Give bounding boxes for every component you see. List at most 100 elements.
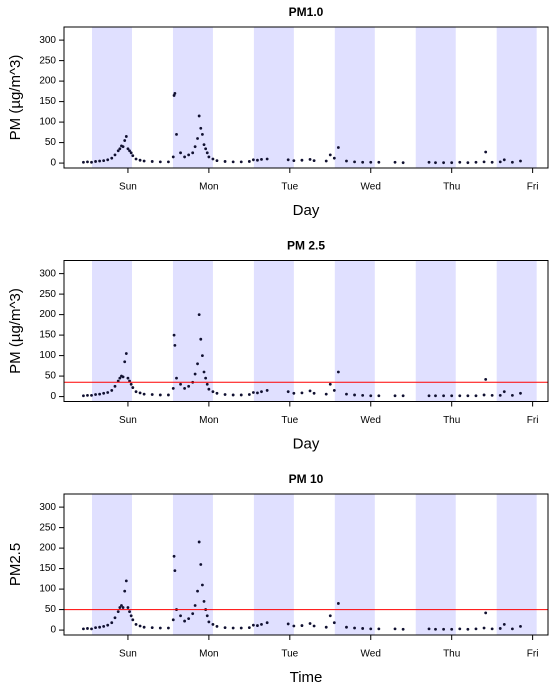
panel-title: PM 2.5 xyxy=(287,239,325,253)
x-tick-label: Tue xyxy=(281,649,298,660)
data-point xyxy=(300,158,304,162)
data-point xyxy=(211,390,215,394)
data-point xyxy=(94,626,97,630)
x-tick-label: Wed xyxy=(361,649,381,660)
night-band xyxy=(334,27,375,168)
x-tick-label: Tue xyxy=(281,182,298,193)
data-point xyxy=(247,160,251,163)
data-point xyxy=(466,394,470,398)
data-point xyxy=(173,569,177,573)
data-point xyxy=(126,147,130,151)
data-point xyxy=(82,627,85,631)
night-band xyxy=(253,494,294,635)
x-axis-label: Time xyxy=(290,669,323,686)
x-tick-label: Fri xyxy=(527,415,539,426)
data-point xyxy=(90,393,93,397)
data-point xyxy=(172,333,176,337)
data-point xyxy=(123,360,127,364)
data-point xyxy=(450,627,454,631)
data-point xyxy=(427,627,431,631)
data-point xyxy=(434,161,437,165)
data-point xyxy=(128,149,131,153)
data-point xyxy=(223,160,227,163)
data-point xyxy=(86,627,89,630)
data-point xyxy=(474,627,478,631)
data-point xyxy=(121,375,125,379)
data-point xyxy=(484,611,488,615)
data-point xyxy=(260,622,263,626)
y-tick-label: 150 xyxy=(39,96,56,107)
data-point xyxy=(102,624,106,628)
data-point xyxy=(434,394,437,398)
data-point xyxy=(123,589,127,593)
data-point xyxy=(131,618,135,622)
data-point xyxy=(98,392,102,396)
data-point xyxy=(308,622,312,625)
night-band xyxy=(172,260,213,402)
data-point xyxy=(482,160,486,164)
data-point xyxy=(292,624,296,628)
x-axis-label: Day xyxy=(293,202,320,219)
data-point xyxy=(251,391,255,394)
data-point xyxy=(332,156,336,160)
data-point xyxy=(202,370,206,374)
data-point xyxy=(265,157,269,161)
data-point xyxy=(187,153,191,157)
data-point xyxy=(205,151,209,155)
data-point xyxy=(116,610,120,614)
data-point xyxy=(191,151,195,155)
data-point xyxy=(353,160,356,164)
data-point xyxy=(458,627,462,631)
data-point xyxy=(442,161,445,165)
y-axis-label: PM2.5 xyxy=(7,543,24,586)
data-point xyxy=(158,626,162,630)
data-point xyxy=(207,155,211,159)
data-point xyxy=(260,390,263,394)
data-point xyxy=(442,394,445,398)
panel: PM1.0 Day PM (µg/m^3) 0 50 100 150 200 250 300 Sun… xyxy=(7,5,549,219)
x-tick-label: Thu xyxy=(443,415,460,426)
data-point xyxy=(239,626,243,630)
data-point xyxy=(223,626,227,630)
night-band xyxy=(496,494,537,635)
data-point xyxy=(118,606,122,609)
data-point xyxy=(482,393,486,397)
data-point xyxy=(502,158,506,162)
data-point xyxy=(286,622,290,626)
night-band xyxy=(415,494,456,635)
data-point xyxy=(519,624,522,628)
data-point xyxy=(312,624,316,628)
night-band xyxy=(172,494,213,635)
data-point xyxy=(427,394,431,398)
data-point xyxy=(510,160,514,164)
data-point xyxy=(172,554,176,558)
data-point xyxy=(118,376,122,380)
data-point xyxy=(490,627,494,631)
data-point xyxy=(121,606,125,609)
data-point xyxy=(126,376,130,380)
data-point xyxy=(142,392,146,396)
x-tick-label: Sun xyxy=(119,182,137,193)
data-point xyxy=(484,150,488,154)
data-point xyxy=(131,154,135,158)
data-point xyxy=(393,394,397,398)
data-point xyxy=(450,394,454,398)
data-point xyxy=(484,377,488,381)
data-point xyxy=(482,626,486,630)
data-point xyxy=(427,160,431,164)
night-band xyxy=(496,27,537,168)
data-point xyxy=(196,137,199,140)
night-band xyxy=(496,260,537,402)
data-point xyxy=(510,627,514,631)
data-point xyxy=(134,157,138,161)
data-point xyxy=(401,627,405,631)
panel-title: PM1.0 xyxy=(289,5,324,19)
data-point xyxy=(434,627,437,631)
data-point xyxy=(118,147,122,151)
data-point xyxy=(128,379,131,383)
data-point xyxy=(361,160,365,164)
data-point xyxy=(345,392,348,396)
data-point xyxy=(231,626,235,630)
data-point xyxy=(129,151,133,155)
data-point xyxy=(90,627,93,631)
